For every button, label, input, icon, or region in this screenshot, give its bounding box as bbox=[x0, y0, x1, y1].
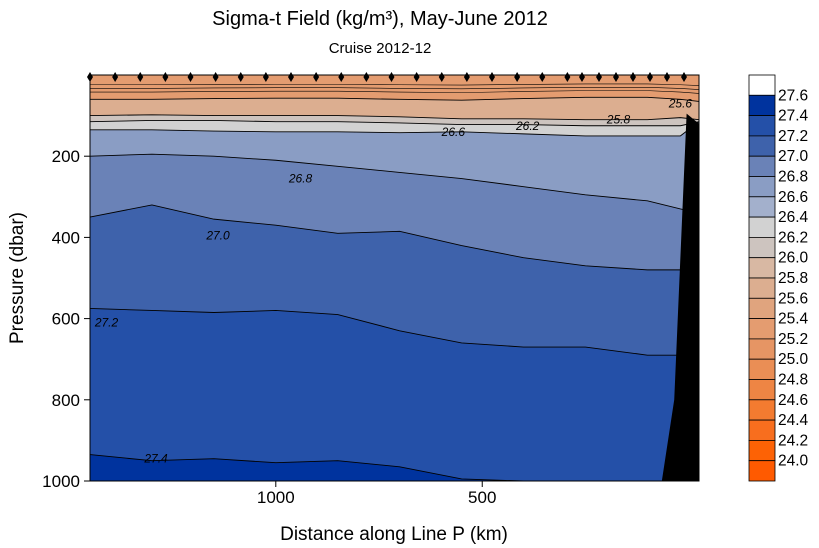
plot-frame bbox=[89, 74, 700, 482]
contour-label: 25.6 bbox=[668, 96, 693, 110]
colorbar-swatch bbox=[748, 439, 776, 462]
density-band bbox=[90, 120, 699, 136]
colorbar-label: 26.6 bbox=[778, 189, 808, 206]
colorbar-label: 27.0 bbox=[778, 148, 809, 165]
colorbar-label: 24.4 bbox=[778, 412, 809, 429]
colorbar-label: 27.2 bbox=[778, 128, 808, 145]
colorbar-swatch bbox=[748, 196, 776, 218]
isopycnal-contour bbox=[89, 308, 700, 356]
isopycnal-contour bbox=[90, 86, 700, 90]
density-band bbox=[90, 154, 699, 270]
colorbar-swatch bbox=[748, 74, 776, 96]
colorbar-swatch bbox=[748, 399, 776, 421]
colorbar-label: 24.0 bbox=[778, 453, 809, 470]
colorbar-swatch bbox=[748, 155, 776, 177]
isopycnal-contour bbox=[90, 83, 700, 86]
colorbar-swatch bbox=[748, 277, 776, 299]
y-tick-label: 600 bbox=[52, 310, 80, 329]
density-band bbox=[90, 121, 699, 214]
isopycnal-contour bbox=[90, 90, 700, 94]
colorbar-swatch bbox=[748, 176, 776, 198]
y-tick-label: 1000 bbox=[42, 472, 80, 491]
contour-label: 26.2 bbox=[515, 119, 540, 133]
colorbar-swatch bbox=[748, 338, 776, 360]
isopycnal-contour bbox=[90, 121, 700, 137]
x-axis-label: Distance along Line P (km) bbox=[280, 524, 508, 545]
colorbar-label: 25.8 bbox=[778, 270, 808, 287]
colorbar-label: 25.0 bbox=[778, 351, 809, 368]
contour-labels: 25.6 25.8 26.2 26.6 26.8 27.0 27.2 27.4 bbox=[94, 96, 693, 465]
x-axis-ticks: 1000 500 bbox=[257, 481, 496, 507]
colorbar-swatch bbox=[748, 135, 776, 157]
isopycnal-contour bbox=[89, 153, 700, 214]
colorbar-swatch bbox=[748, 257, 776, 279]
density-band bbox=[90, 114, 699, 126]
y-axis-ticks: 200 400 600 800 1000 bbox=[42, 147, 90, 491]
y-tick-label: 800 bbox=[52, 391, 80, 410]
colorbar-swatch bbox=[748, 297, 776, 319]
x-tick-label: 500 bbox=[468, 488, 496, 507]
colorbar-swatch bbox=[748, 236, 776, 259]
colorbar-swatch bbox=[748, 358, 776, 380]
isopycnal-contour bbox=[90, 96, 700, 102]
colorbar-swatch bbox=[748, 419, 776, 441]
contour-label: 25.8 bbox=[606, 113, 631, 127]
density-band bbox=[90, 308, 699, 481]
y-axis-label: Pressure (dbar) bbox=[7, 212, 28, 344]
colorbar-label: 26.8 bbox=[778, 169, 808, 186]
colorbar-label: 26.0 bbox=[778, 250, 809, 267]
contour-label: 27.4 bbox=[143, 452, 168, 466]
colorbar-swatch bbox=[748, 94, 776, 117]
colorbar-swatch bbox=[748, 379, 776, 401]
colorbar-swatch bbox=[748, 318, 776, 340]
colorbar-label: 25.4 bbox=[778, 311, 809, 328]
colorbar-label: 27.6 bbox=[778, 87, 808, 104]
colorbar-swatch bbox=[748, 115, 776, 137]
colorbar-label: 24.2 bbox=[778, 432, 808, 449]
density-band bbox=[90, 204, 699, 356]
x-tick-label: 1000 bbox=[257, 488, 295, 507]
seafloor bbox=[661, 113, 699, 481]
density-band bbox=[90, 454, 699, 481]
y-tick-label: 200 bbox=[52, 147, 80, 166]
isopycnal-contour bbox=[89, 204, 699, 271]
contour-label: 27.2 bbox=[94, 316, 119, 330]
colorbar-label: 25.6 bbox=[778, 290, 808, 307]
colorbar-label: 24.8 bbox=[778, 372, 808, 389]
colorbar-label: 26.2 bbox=[778, 229, 808, 246]
contour-label: 26.8 bbox=[288, 172, 313, 186]
colorbar-swatch bbox=[748, 460, 776, 482]
colorbar-label: 24.6 bbox=[778, 392, 808, 409]
density-band bbox=[90, 97, 699, 120]
chart-subtitle: Cruise 2012-12 bbox=[329, 40, 432, 57]
colorbar-label: 26.4 bbox=[778, 209, 809, 226]
contour-label: 26.6 bbox=[441, 125, 466, 139]
colorbar-swatch bbox=[748, 216, 776, 238]
colorbar-label: 25.2 bbox=[778, 331, 808, 348]
plot-area bbox=[89, 75, 700, 482]
isopycnal-contour bbox=[89, 120, 700, 127]
colorbar-label: 27.4 bbox=[778, 108, 809, 125]
y-tick-label: 400 bbox=[52, 228, 80, 247]
chart-title: Sigma-t Field (kg/m³), May-June 2012 bbox=[212, 8, 548, 30]
colorbar: 27.6 27.4 27.2 27.0 26.8 26.6 26.4 26.2 26.0 25.8… bbox=[748, 74, 809, 482]
contour-label: 27.0 bbox=[205, 228, 230, 242]
isopycnal-contour bbox=[89, 114, 700, 121]
